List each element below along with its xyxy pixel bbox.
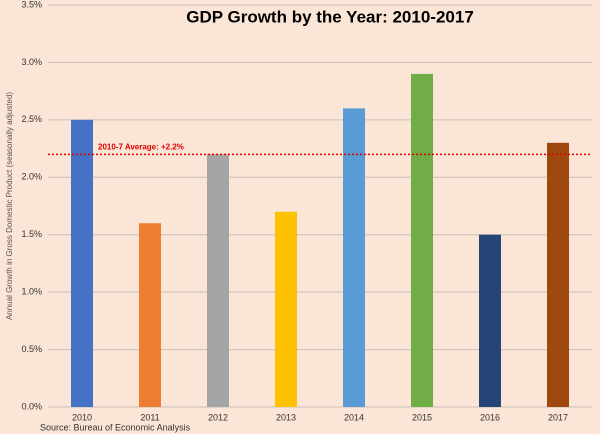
y-tick-label: 3.0% xyxy=(21,57,42,67)
x-tick-label: 2014 xyxy=(344,412,364,422)
y-tick-label: 1.0% xyxy=(21,287,42,297)
y-tick-label: 2.5% xyxy=(21,114,42,124)
average-label: 2010-7 Average: +2.2% xyxy=(98,142,184,151)
y-tick-label: 2.0% xyxy=(21,172,42,182)
y-tick-label: 0.0% xyxy=(21,401,42,411)
y-tick-label: 1.5% xyxy=(21,229,42,239)
x-tick-label: 2017 xyxy=(548,412,568,422)
bar xyxy=(479,234,501,407)
y-tick-label: 3.5% xyxy=(21,0,42,9)
bar xyxy=(207,154,229,407)
bar xyxy=(411,73,433,408)
x-tick-label: 2012 xyxy=(208,412,228,422)
x-tick-label: 2013 xyxy=(276,412,296,422)
x-tick-label: 2011 xyxy=(140,412,159,422)
bar xyxy=(547,142,569,408)
x-tick-label: 2016 xyxy=(480,412,500,422)
x-tick-label: 2010 xyxy=(72,412,92,422)
bar xyxy=(71,119,93,407)
x-tick-label: 2015 xyxy=(412,412,432,422)
source-note: Source: Bureau of Economic Analysis xyxy=(40,422,191,432)
bar xyxy=(343,108,365,407)
y-axis-label: Annual Growth in Gross Domestic Product … xyxy=(5,92,14,320)
chart-title: GDP Growth by the Year: 2010-2017 xyxy=(186,7,474,26)
bar xyxy=(275,211,297,407)
y-tick-label: 0.5% xyxy=(21,344,42,354)
bar xyxy=(139,223,161,407)
